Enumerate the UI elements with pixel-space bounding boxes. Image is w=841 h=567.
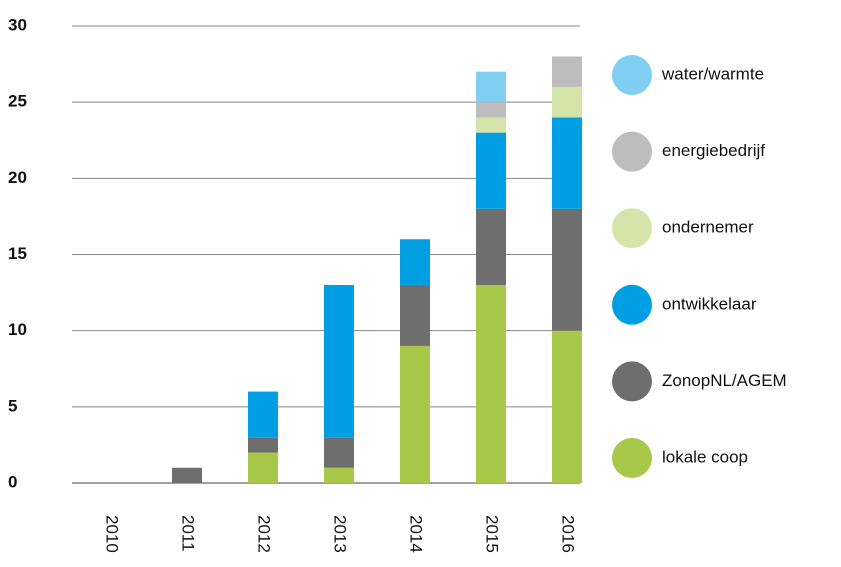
bar-segment bbox=[476, 117, 506, 133]
legend-swatch bbox=[612, 361, 652, 402]
bar-segment bbox=[476, 102, 506, 118]
bar-segment bbox=[400, 345, 430, 483]
x-tick-label: 2012 bbox=[255, 515, 274, 553]
y-tick-label: 20 bbox=[8, 168, 27, 187]
legend-label: ZonopNL/AGEM bbox=[662, 371, 787, 390]
bar-segment bbox=[172, 467, 202, 483]
bar-segment bbox=[400, 284, 430, 346]
y-tick-label: 10 bbox=[8, 320, 27, 339]
x-tick-label: 2010 bbox=[103, 515, 122, 553]
y-tick-label: 0 bbox=[8, 472, 17, 491]
bar-segment bbox=[324, 437, 354, 468]
legend-swatch bbox=[612, 284, 652, 325]
legend-label: lokale coop bbox=[662, 447, 748, 466]
bar-segment bbox=[476, 208, 506, 285]
bar-segment bbox=[552, 56, 582, 87]
bar-segment bbox=[248, 437, 278, 453]
y-tick-label: 15 bbox=[8, 244, 27, 263]
bar-segment bbox=[476, 132, 506, 209]
bar-segment bbox=[248, 452, 278, 483]
bar-segment bbox=[552, 208, 582, 331]
bar-segment bbox=[552, 330, 582, 483]
x-tick-label: 2014 bbox=[407, 515, 426, 553]
legend-swatch bbox=[612, 131, 652, 172]
y-tick-label: 30 bbox=[8, 15, 27, 34]
legend-label: ontwikkelaar bbox=[662, 294, 757, 313]
y-tick-label: 5 bbox=[8, 396, 17, 415]
bar-segment bbox=[324, 467, 354, 483]
legend-label: ondernemer bbox=[662, 218, 754, 237]
bar-segment bbox=[400, 239, 430, 285]
legend-swatch bbox=[612, 438, 652, 478]
bar-segment bbox=[324, 284, 354, 438]
legend-swatch bbox=[612, 208, 652, 249]
bar-segment bbox=[476, 284, 506, 483]
legend-label: water/warmte bbox=[661, 64, 764, 83]
x-tick-label: 2015 bbox=[483, 515, 502, 553]
bar-segment bbox=[248, 391, 278, 438]
legend-label: energiebedrijf bbox=[662, 141, 765, 160]
legend-swatch bbox=[612, 55, 652, 95]
bar-segment bbox=[552, 117, 582, 209]
y-tick-label: 25 bbox=[8, 92, 27, 111]
x-tick-label: 2011 bbox=[179, 515, 198, 552]
x-tick-label: 2013 bbox=[331, 515, 350, 553]
bar-segment bbox=[552, 86, 582, 118]
x-tick-label: 2016 bbox=[559, 515, 578, 553]
bar-segment bbox=[476, 71, 506, 103]
